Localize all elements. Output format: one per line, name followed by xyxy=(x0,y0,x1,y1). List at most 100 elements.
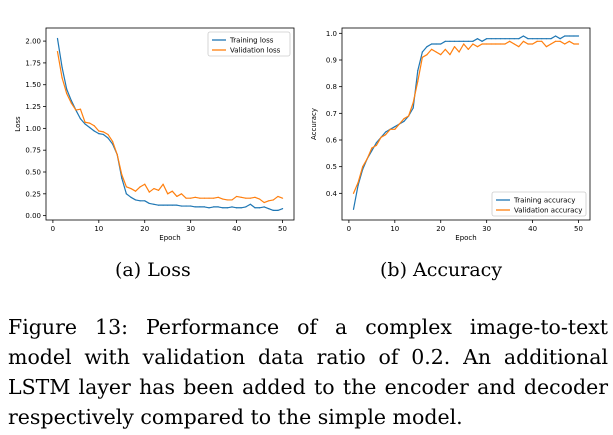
data-point-training-accuracy xyxy=(472,40,474,42)
data-point-validation-loss xyxy=(217,196,219,198)
subcaption-loss: (a) Loss xyxy=(115,259,191,281)
data-point-validation-loss xyxy=(116,153,118,156)
data-point-validation-loss xyxy=(235,195,238,198)
data-point-training-loss xyxy=(157,204,160,206)
data-point-training-loss xyxy=(125,193,127,195)
data-point-validation-accuracy xyxy=(430,48,433,50)
data-point-validation-accuracy xyxy=(513,43,515,45)
data-point-training-loss xyxy=(268,208,270,210)
data-point-validation-loss xyxy=(263,201,265,204)
data-point-training-loss xyxy=(70,99,72,102)
data-point-validation-accuracy xyxy=(554,40,557,42)
x-axis-label: Epoch xyxy=(159,234,180,242)
data-point-validation-accuracy xyxy=(463,43,465,45)
data-point-training-loss xyxy=(226,207,229,209)
x-tick-label: 50 xyxy=(574,225,583,233)
data-point-training-accuracy xyxy=(568,35,570,37)
data-point-training-loss xyxy=(121,177,123,179)
data-point-training-loss xyxy=(153,203,155,205)
data-point-training-loss xyxy=(254,207,256,209)
data-point-validation-loss xyxy=(144,183,146,185)
data-point-validation-accuracy xyxy=(371,147,373,149)
data-point-training-accuracy xyxy=(357,184,359,186)
data-point-training-loss xyxy=(56,37,59,40)
x-axis-label: Epoch xyxy=(455,234,476,242)
data-point-validation-accuracy xyxy=(385,134,387,136)
data-point-training-loss xyxy=(134,199,137,201)
x-tick-label: 50 xyxy=(278,225,287,233)
data-point-validation-loss xyxy=(226,199,229,201)
data-point-training-accuracy xyxy=(531,38,534,40)
data-point-training-accuracy xyxy=(453,40,456,42)
data-point-validation-accuracy xyxy=(564,43,566,45)
data-point-validation-loss xyxy=(222,198,224,200)
data-point-validation-accuracy xyxy=(407,115,410,117)
y-tick-label: 0.7 xyxy=(326,110,337,118)
data-point-validation-loss xyxy=(213,197,215,199)
data-point-validation-loss xyxy=(162,183,164,185)
data-point-training-accuracy xyxy=(554,35,557,37)
data-point-validation-loss xyxy=(194,196,196,198)
data-point-training-accuracy xyxy=(435,43,437,45)
data-point-validation-accuracy xyxy=(504,43,506,45)
data-point-validation-loss xyxy=(111,140,114,143)
data-point-validation-accuracy xyxy=(449,54,451,56)
y-tick-label: 1.0 xyxy=(326,30,337,38)
data-point-training-accuracy xyxy=(490,38,492,40)
series-line-validation-accuracy xyxy=(352,40,579,194)
data-point-validation-loss xyxy=(199,197,201,199)
data-point-validation-loss xyxy=(84,121,86,123)
data-point-validation-accuracy xyxy=(472,43,474,45)
data-point-validation-loss xyxy=(180,193,183,195)
x-tick-label: 20 xyxy=(140,225,149,233)
data-point-validation-accuracy xyxy=(375,144,378,146)
data-point-validation-accuracy xyxy=(352,192,355,194)
series-line-training-accuracy xyxy=(352,35,579,210)
y-tick-label: 0.50 xyxy=(25,169,41,177)
data-point-training-accuracy xyxy=(449,40,451,42)
data-point-training-loss xyxy=(139,200,141,202)
data-point-training-accuracy xyxy=(476,38,479,40)
data-point-training-accuracy xyxy=(499,38,502,40)
data-point-training-accuracy xyxy=(444,40,446,42)
data-point-training-loss xyxy=(281,208,284,210)
data-point-validation-accuracy xyxy=(495,43,497,45)
data-point-training-loss xyxy=(194,206,196,208)
data-point-validation-accuracy xyxy=(467,48,469,50)
data-point-training-accuracy xyxy=(504,38,506,40)
y-tick-label: 0.8 xyxy=(326,83,337,91)
data-point-validation-accuracy xyxy=(509,40,511,42)
data-point-training-accuracy xyxy=(463,40,465,42)
data-point-validation-accuracy xyxy=(486,43,488,45)
x-tick-label: 30 xyxy=(186,225,195,233)
data-point-validation-accuracy xyxy=(490,43,492,45)
data-point-validation-loss xyxy=(75,109,77,111)
data-point-validation-loss xyxy=(245,197,247,199)
data-point-validation-accuracy xyxy=(531,43,534,45)
data-point-validation-accuracy xyxy=(412,102,414,104)
data-point-training-accuracy xyxy=(481,40,483,42)
data-point-training-loss xyxy=(89,126,91,129)
data-point-validation-loss xyxy=(190,197,192,199)
data-point-training-loss xyxy=(144,200,146,202)
data-point-training-loss xyxy=(249,203,251,205)
y-tick-label: 0.00 xyxy=(25,212,41,220)
plot-frame xyxy=(341,27,591,221)
data-point-validation-accuracy xyxy=(481,43,483,45)
data-point-validation-accuracy xyxy=(550,43,552,45)
data-point-training-accuracy xyxy=(458,40,460,42)
data-point-validation-accuracy xyxy=(444,48,446,50)
data-point-validation-accuracy xyxy=(362,166,364,168)
data-point-training-accuracy xyxy=(509,38,511,40)
data-point-validation-loss xyxy=(281,197,284,199)
y-tick-label: 1.50 xyxy=(25,81,41,89)
data-point-validation-loss xyxy=(61,77,63,79)
data-point-validation-accuracy xyxy=(518,46,520,48)
y-tick-label: 0.9 xyxy=(326,57,337,65)
data-point-validation-loss xyxy=(254,196,256,198)
data-point-training-accuracy xyxy=(518,38,520,40)
data-point-validation-accuracy xyxy=(577,43,580,45)
data-point-validation-accuracy xyxy=(357,182,359,184)
data-point-validation-loss xyxy=(268,200,270,202)
x-tick-label: 10 xyxy=(390,225,399,233)
